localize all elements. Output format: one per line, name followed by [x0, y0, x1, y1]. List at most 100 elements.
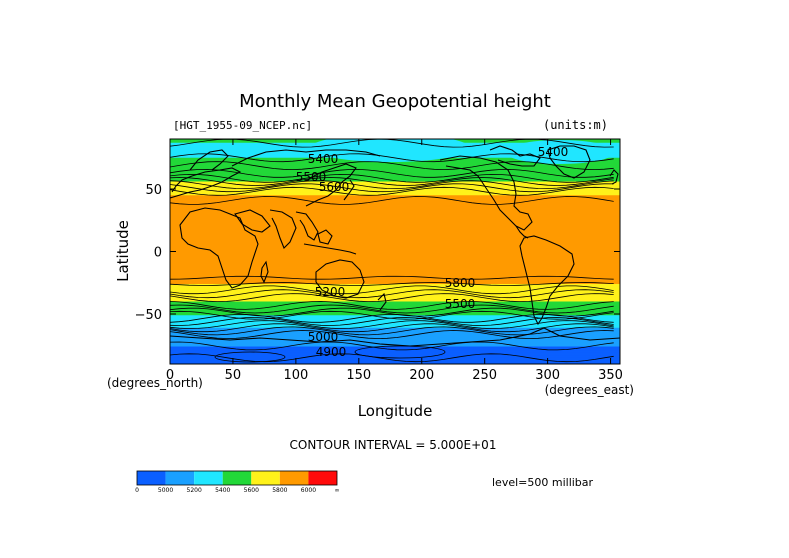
units-label: (units:m) — [543, 118, 608, 132]
band-row — [170, 215, 620, 218]
band-row — [170, 340, 620, 343]
band-row — [170, 319, 620, 321]
band-row — [170, 249, 620, 251]
x-axis: 0 50 100 150 200 250 300 350 — [166, 139, 623, 383]
band-row — [170, 230, 620, 233]
band-row — [170, 244, 620, 246]
colorbar-swatch — [308, 471, 337, 485]
band-row — [170, 180, 620, 183]
contour-line — [170, 341, 614, 351]
band-row — [170, 202, 620, 205]
band-row — [170, 276, 620, 279]
band-row — [170, 362, 620, 364]
band-row — [170, 234, 620, 236]
band-row — [170, 255, 620, 258]
scandinavia-coast — [189, 149, 229, 171]
band-row — [170, 209, 620, 211]
band-row — [170, 277, 620, 280]
band-row — [170, 222, 620, 225]
band-row — [170, 174, 620, 176]
india-coast — [269, 209, 297, 249]
band-row — [170, 212, 620, 215]
band-row — [170, 201, 620, 204]
dataset-label: [HGT_1955-09_NCEP.nc] — [173, 119, 312, 132]
contour-line — [170, 180, 614, 190]
colorbar-swatch — [165, 471, 195, 485]
chart-title: Monthly Mean Geopotential height — [239, 91, 551, 112]
contour-line — [170, 304, 614, 314]
band-row — [170, 252, 620, 255]
band-row — [170, 257, 620, 260]
band-row — [170, 191, 620, 194]
band-row — [170, 189, 620, 191]
band-row — [170, 310, 620, 313]
australia-coast — [315, 259, 365, 299]
band-row — [170, 161, 620, 164]
contour-label: 5800 — [445, 276, 476, 290]
north-america-coast — [439, 155, 533, 231]
x-tick-label: 250 — [472, 368, 497, 383]
band-row — [170, 219, 620, 221]
colorbar-label: ∞ — [335, 487, 340, 494]
band-row — [170, 225, 620, 228]
x-tick-label: 150 — [346, 368, 371, 383]
contour-line — [170, 183, 614, 193]
band-row — [170, 231, 620, 234]
x-tick-label: 0 — [166, 368, 174, 383]
band-row — [170, 315, 620, 318]
contour-label: 5000 — [308, 330, 339, 344]
band-row — [170, 341, 620, 344]
band-row — [170, 271, 620, 274]
band-row — [170, 220, 620, 223]
band-row — [170, 241, 620, 244]
contour-line — [170, 300, 614, 310]
band-row — [170, 357, 620, 360]
madagascar-coast — [260, 260, 269, 284]
x-axis-title: Longitude — [358, 402, 433, 420]
band-row — [170, 254, 620, 256]
band-row — [170, 300, 620, 303]
south-america-coast — [519, 235, 575, 326]
band-row — [170, 247, 620, 250]
band-row — [170, 297, 620, 300]
band-row — [170, 330, 620, 333]
band-row — [170, 200, 620, 203]
antarctica-coast — [170, 327, 620, 347]
contour-label: 5500 — [296, 170, 327, 184]
colorbar-label: 5800 — [272, 487, 287, 494]
band-row — [170, 246, 620, 249]
band-row — [170, 171, 620, 174]
y-unit-label: (degrees_north) — [107, 376, 203, 390]
coastlines — [170, 145, 620, 347]
band-row — [170, 227, 620, 230]
japan-coast — [343, 179, 355, 201]
contour-line — [170, 173, 614, 183]
contour-line — [170, 275, 614, 280]
y-tick-label: 50 — [145, 183, 162, 198]
band-row — [170, 302, 620, 305]
band-row — [170, 269, 620, 271]
band-row — [170, 322, 620, 325]
colorbar-swatch — [194, 471, 223, 485]
band-row — [170, 251, 620, 254]
x-tick-label: 300 — [535, 368, 560, 383]
band-row — [170, 329, 620, 331]
central-america-coast — [515, 225, 529, 239]
arabia-coast — [234, 209, 271, 233]
colorbar: 0 5000 5200 5400 5600 5800 6000 ∞ — [135, 470, 340, 494]
band-row — [170, 265, 620, 268]
contour-label-group: 5400 5400 5500 5600 5800 5500 5200 5000 … — [296, 145, 569, 359]
colorbar-swatch — [251, 471, 280, 485]
y-tick-label: −50 — [135, 308, 162, 323]
level-note: level=500 millibar — [492, 476, 594, 489]
contour-line — [170, 153, 614, 163]
band-row — [170, 196, 620, 199]
band-row — [170, 214, 620, 216]
band-row — [170, 262, 620, 265]
contour-interval-note: CONTOUR INTERVAL = 5.000E+01 — [290, 438, 497, 452]
band-row — [170, 194, 620, 196]
contour-label: 4900 — [316, 345, 347, 359]
greenland-coast — [547, 145, 591, 179]
band-row — [170, 301, 620, 304]
contour-line — [170, 310, 614, 320]
